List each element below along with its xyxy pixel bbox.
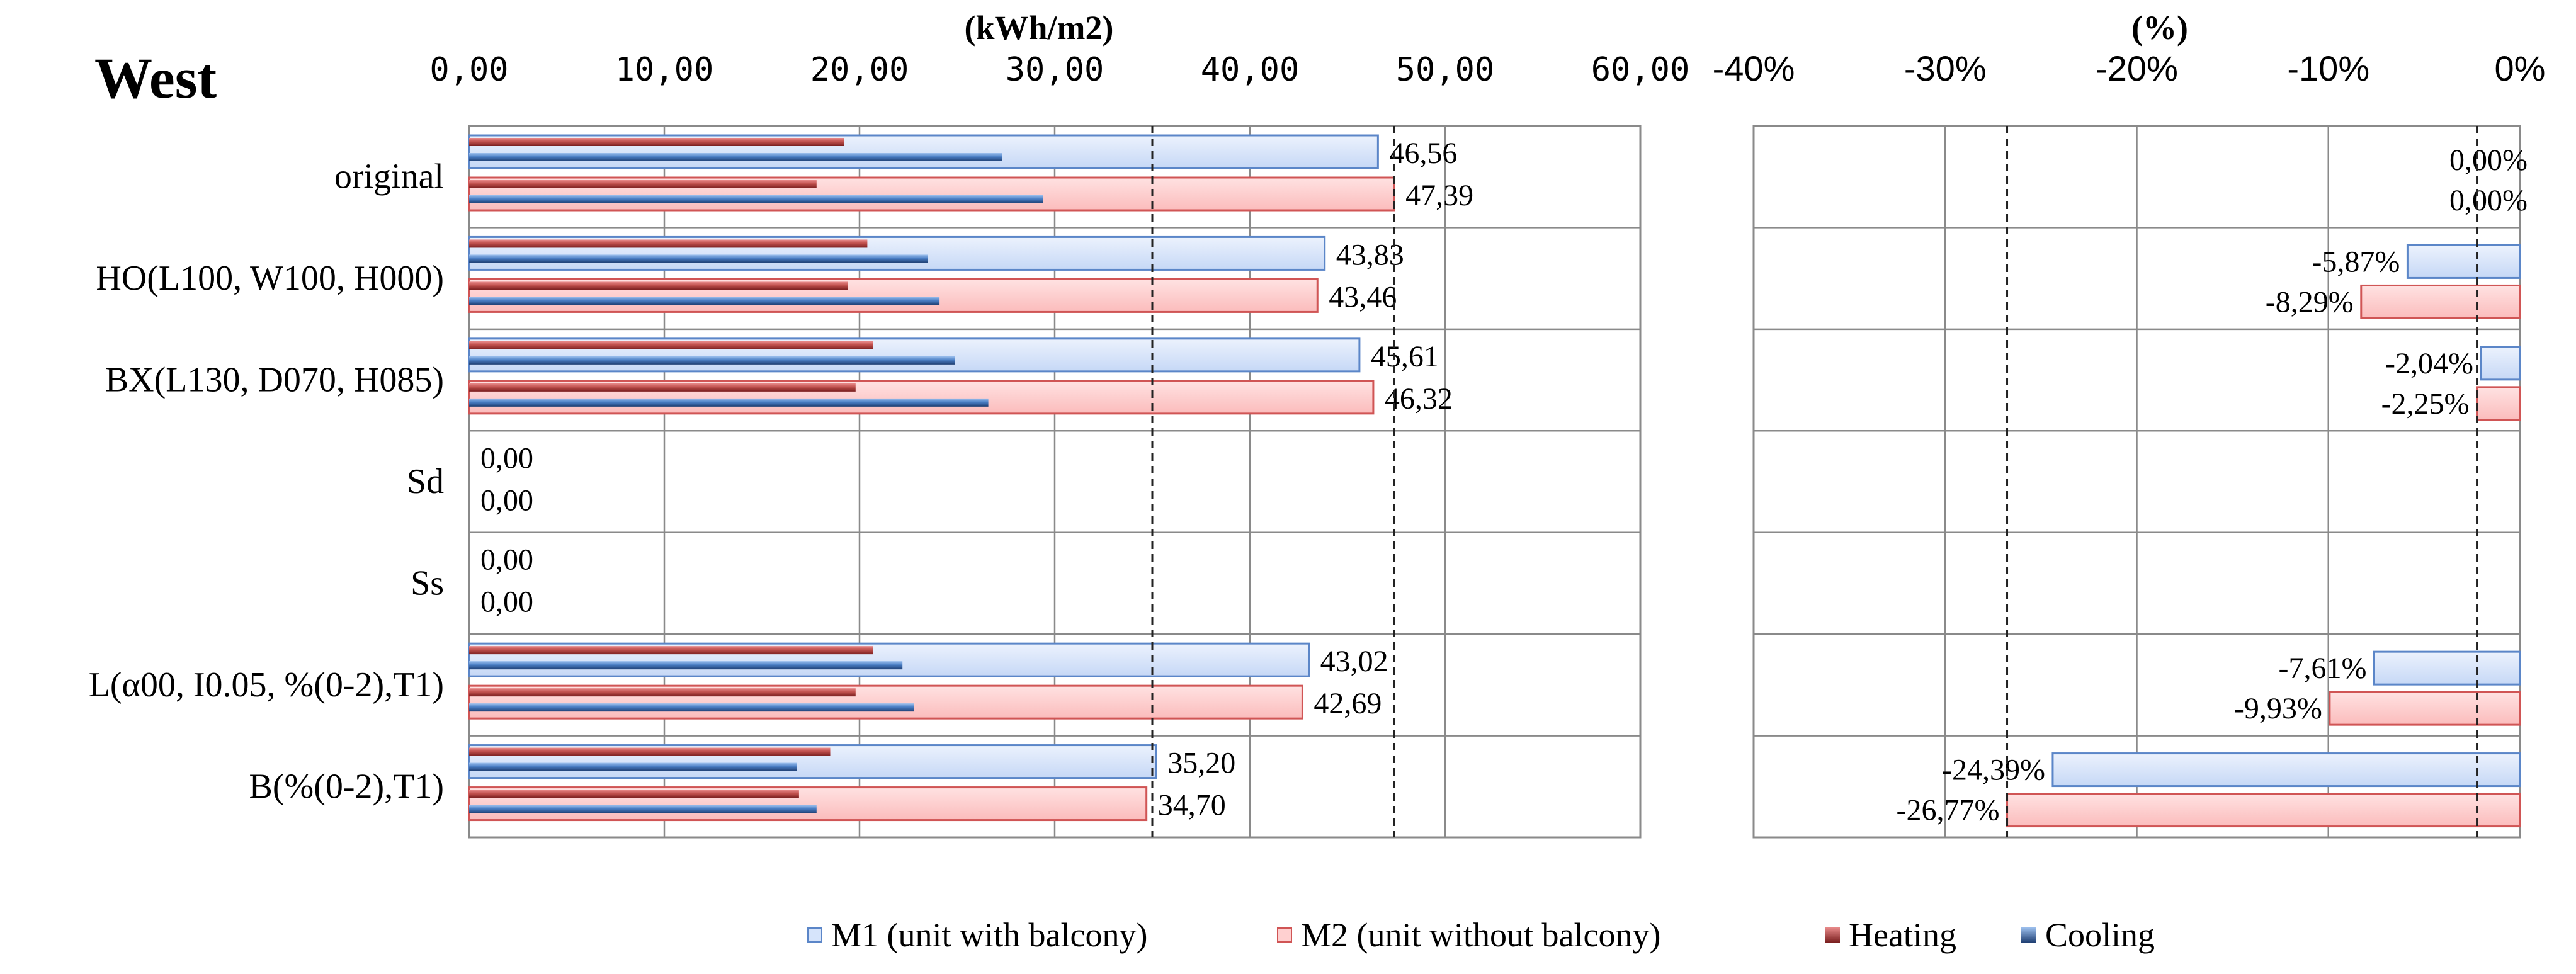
left-tick-label: 10,00: [615, 51, 714, 89]
data-label-m1: 43,83: [1336, 238, 1404, 271]
right-tick-label: 0%: [2495, 48, 2546, 88]
data-label-m1-change: -7,61%: [2278, 652, 2366, 685]
left-tick-label: 60,00: [1591, 51, 1690, 89]
legend-heating: Heating: [1825, 916, 1956, 954]
data-label-m1: 45,61: [1371, 340, 1439, 373]
bar-cooling-m1: [469, 661, 903, 670]
legend-heating-label: Heating: [1849, 916, 1956, 954]
bar-heating-m1: [469, 138, 844, 146]
data-label-m2: 0,00: [480, 586, 533, 619]
bar-heating-m2: [469, 790, 799, 798]
left-tick-label: 50,00: [1396, 51, 1495, 89]
right-tick-label: -30%: [1904, 48, 1987, 88]
data-label-m2: 46,32: [1385, 382, 1453, 416]
bar-cooling-m1: [469, 153, 1002, 161]
data-label-m2: 42,69: [1314, 687, 1382, 720]
bar-m2-change: [2006, 793, 2521, 828]
data-label-m1-change: 0,00%: [2449, 144, 2528, 177]
data-label-m1-change: -2,04%: [2385, 347, 2473, 380]
bar-m2-change: [2329, 691, 2521, 726]
bar-m1-change: [2480, 346, 2521, 381]
legend-m1-label: M1 (unit with balcony): [831, 916, 1148, 954]
data-label-m1: 46,56: [1389, 137, 1457, 170]
data-label-m2: 34,70: [1158, 789, 1226, 822]
data-label-m1: 43,02: [1320, 645, 1388, 678]
legend-cooling: Cooling: [2021, 916, 2155, 954]
left-tick-label: 20,00: [810, 51, 909, 89]
data-label-m2: 0,00: [480, 484, 533, 517]
bar-cooling-m1: [469, 254, 928, 263]
category-labels: original HO(L100, W100, H000) BX(L130, D07…: [89, 157, 444, 807]
bar-m1-change: [2051, 752, 2521, 788]
chart-title: West: [94, 46, 217, 110]
data-label-m2: 47,39: [1405, 179, 1473, 212]
legend-m1: M1 (unit with balcony): [807, 916, 1147, 954]
category-label: Sd: [407, 462, 444, 501]
category-label: original: [334, 157, 444, 196]
bar-cooling-m2: [469, 805, 817, 813]
legend-m2-swatch: [1277, 927, 1292, 943]
category-label: L(α00, I0.05, %(0-2),T1): [89, 665, 444, 705]
legend-m1-swatch: [807, 927, 822, 943]
bar-cooling-m2: [469, 703, 914, 712]
data-label-m1-change: -5,87%: [2312, 245, 2400, 278]
data-label-m1-change: -24,39%: [1942, 754, 2045, 787]
bar-heating-m1: [469, 239, 868, 248]
bar-heating-m1: [469, 747, 831, 756]
bar-heating-m2: [469, 688, 856, 697]
legend-m2: M2 (unit without balcony): [1277, 916, 1660, 954]
bar-m1-change: [2373, 650, 2521, 686]
data-label-m1: 0,00: [480, 543, 533, 577]
bar-cooling-m2: [469, 297, 940, 305]
bar-heating-m1: [469, 341, 873, 349]
legend-cooling-swatch: [2021, 927, 2036, 943]
left-panel: 0,00 10,00 20,00 30,00 40,00 50,00 60,00 46,56 4…: [429, 51, 1690, 839]
right-panel: -40% -30% -20% -10% 0% 0,00% 0,00% -5,87% -8,29%…: [1713, 48, 2546, 839]
data-label-m2-change: -2,25%: [2381, 387, 2470, 421]
legend-m2-label: M2 (unit without balcony): [1301, 916, 1661, 954]
data-label-m2-change: 0,00%: [2449, 184, 2528, 217]
data-label-m2: 43,46: [1329, 280, 1397, 314]
bar-cooling-m1: [469, 356, 955, 365]
left-tick-label: 40,00: [1201, 51, 1300, 89]
category-label: BX(L130, D070, H085): [105, 361, 444, 400]
bar-heating-m1: [469, 646, 873, 655]
bar-m2-change: [2476, 386, 2521, 421]
data-label-m2-change: -9,93%: [2234, 692, 2322, 725]
category-label: HO(L100, W100, H000): [96, 259, 444, 298]
right-tick-label: -10%: [2287, 48, 2369, 88]
right-unit-label: (%): [2131, 9, 2188, 47]
left-tick-label: 30,00: [1006, 51, 1104, 89]
bar-cooling-m1: [469, 762, 797, 771]
data-label-m1: 0,00: [480, 441, 533, 475]
bar-heating-m2: [469, 180, 817, 188]
right-tick-label: -40%: [1713, 48, 1795, 88]
right-tick-label: -20%: [2096, 48, 2178, 88]
legend-cooling-label: Cooling: [2045, 916, 2155, 954]
category-label: Ss: [411, 563, 444, 603]
data-label-m2-change: -26,77%: [1897, 794, 2000, 827]
bar-m1-change: [2406, 244, 2521, 279]
bar-heating-m2: [469, 281, 848, 290]
bar-heating-m2: [469, 383, 856, 392]
bar-cooling-m2: [469, 398, 989, 407]
data-label-m2-change: -8,29%: [2266, 285, 2354, 319]
bar-m2-change: [2360, 284, 2521, 319]
legend-heating-swatch: [1825, 927, 1840, 943]
left-unit-label: (kWh/m2): [964, 9, 1113, 47]
bar-cooling-m2: [469, 195, 1043, 203]
category-label: B(%(0-2),T1): [249, 767, 444, 806]
bar-m1: [468, 337, 1361, 373]
left-tick-label: 0,00: [429, 51, 508, 89]
data-label-m1: 35,20: [1167, 747, 1235, 780]
